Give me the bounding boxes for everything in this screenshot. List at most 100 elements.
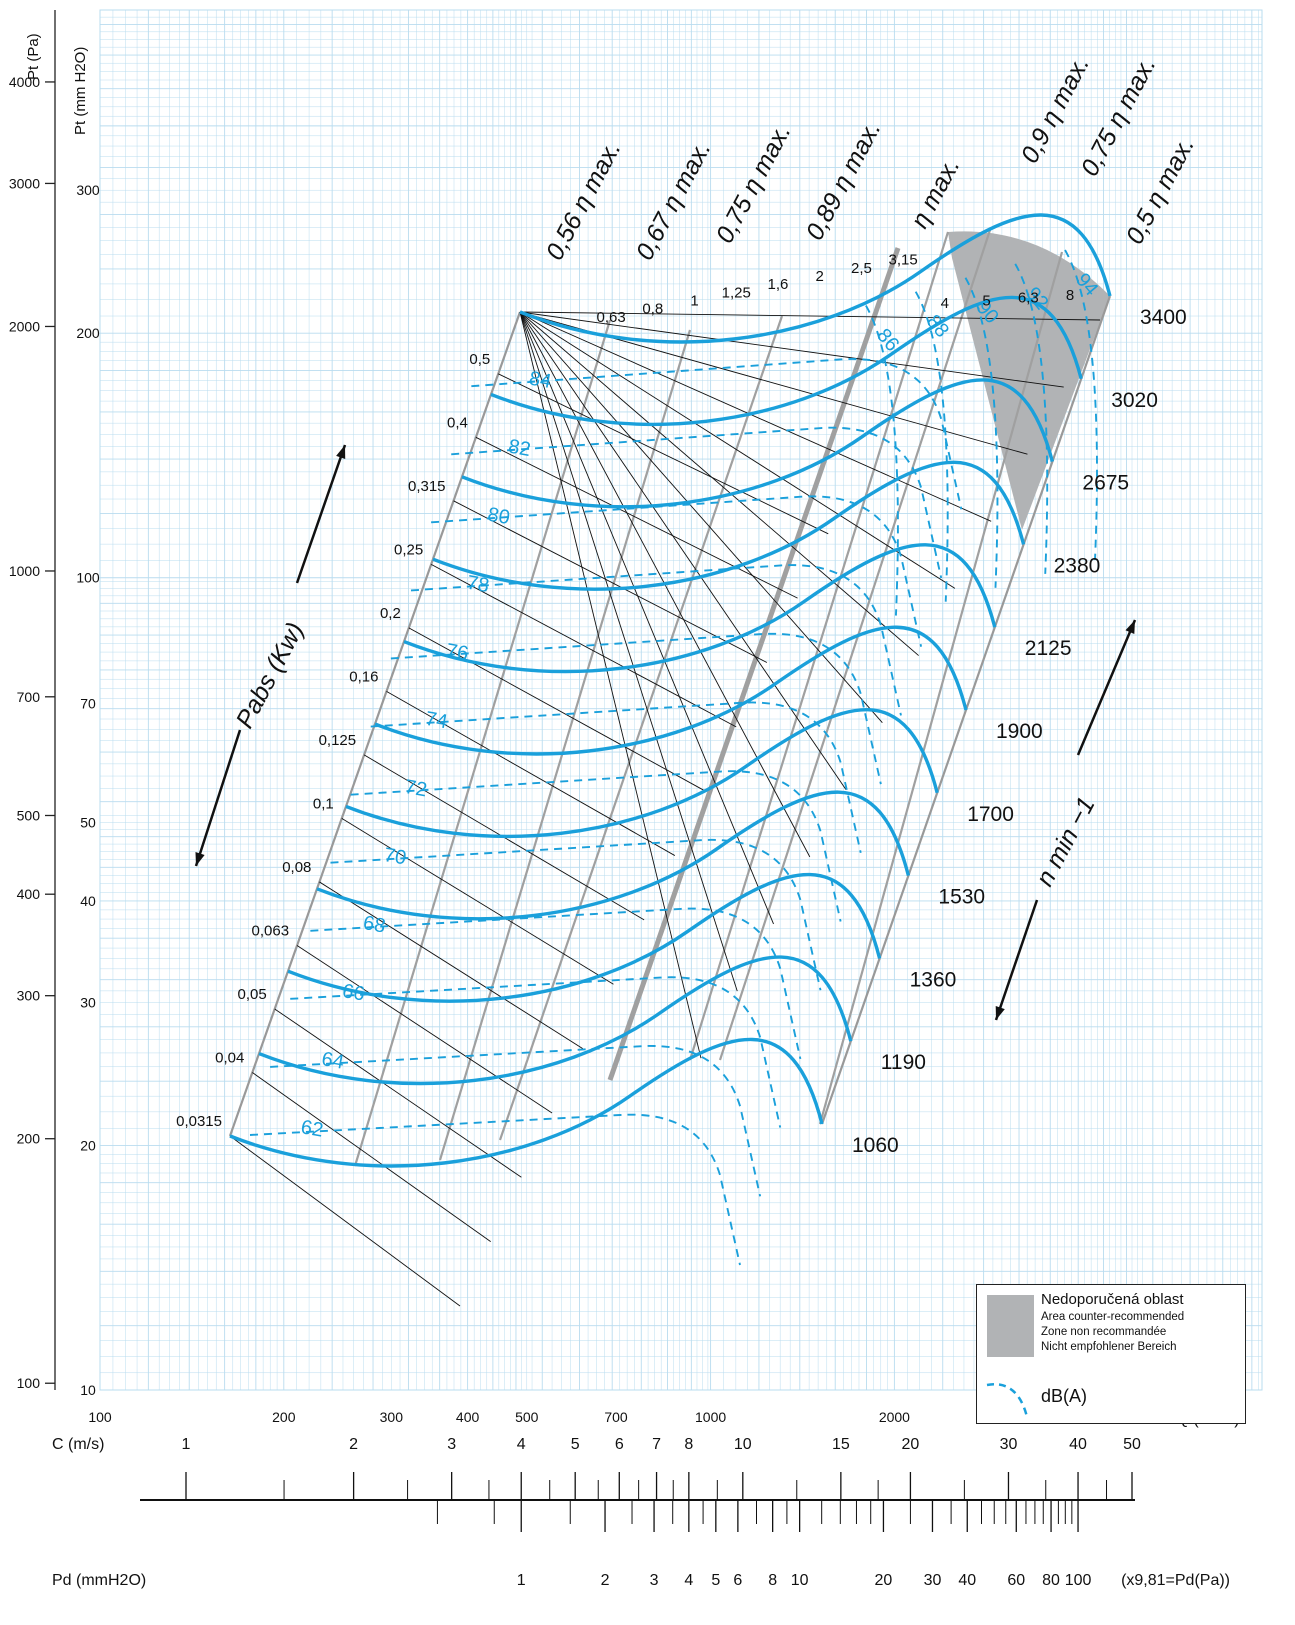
velocity-tick-label: 6 xyxy=(615,1436,624,1453)
power-label: 0,08 xyxy=(282,859,311,876)
dba-line xyxy=(431,495,923,647)
power-line xyxy=(519,311,702,1059)
velocity-tick-label: 5 xyxy=(571,1436,580,1453)
dba-line xyxy=(330,838,822,991)
pd-tick-label: 1 xyxy=(517,1572,526,1589)
power-line xyxy=(408,627,706,792)
speed-curve xyxy=(287,872,882,1003)
y-tick-label-pa: 2000 xyxy=(9,318,40,334)
dba-line xyxy=(964,277,999,588)
dba-label: 72 xyxy=(403,776,429,802)
dba-line xyxy=(865,305,899,616)
power-label: 0,2 xyxy=(380,605,401,622)
y-tick-label-pa: 1000 xyxy=(9,563,40,579)
dba-label: 78 xyxy=(465,572,491,598)
speed-curve xyxy=(229,1037,824,1168)
power-label: 3,15 xyxy=(889,252,918,269)
dba-line xyxy=(270,1045,762,1197)
speed-curve-label: 1190 xyxy=(881,1051,926,1074)
dba-line xyxy=(290,976,782,1128)
forbidden-area-swatch xyxy=(987,1295,1034,1357)
velocity-tick-label: 7 xyxy=(652,1436,661,1453)
power-label: 0,8 xyxy=(642,301,663,318)
dba-label: 70 xyxy=(382,844,408,870)
velocity-tick-label: 50 xyxy=(1123,1436,1141,1453)
power-label: 0,063 xyxy=(252,922,290,939)
y-tick-label-mm: 100 xyxy=(76,570,100,586)
speed-curve xyxy=(519,213,1112,344)
power-label: 1,25 xyxy=(722,284,751,301)
velocity-tick-label: 15 xyxy=(832,1436,850,1453)
velocity-tick-label: 40 xyxy=(1069,1436,1087,1453)
efficiency-line xyxy=(718,229,992,1061)
dba-line xyxy=(410,564,902,716)
y-tick-label-pa: 300 xyxy=(17,988,41,1004)
power-label: 8 xyxy=(1066,287,1074,304)
arrow-speed-down-head xyxy=(995,1006,1005,1020)
power-label: 1 xyxy=(690,292,698,309)
dba-dashed-sample xyxy=(986,1382,1029,1418)
speed-curve-label: 1530 xyxy=(938,886,985,909)
velocity-tick-label: 10 xyxy=(734,1436,752,1453)
power-label: 0,16 xyxy=(349,668,378,685)
pd-tick-label: 100 xyxy=(1065,1572,1092,1589)
legend-dba-label: dB(A) xyxy=(1041,1386,1088,1406)
x-tick-label: 2000 xyxy=(879,1409,910,1425)
y-tick-label-mm: 40 xyxy=(80,893,96,909)
dba-line xyxy=(914,291,949,602)
pd-tick-label: 30 xyxy=(924,1572,942,1589)
legend-line-fr: Zone non recommandée xyxy=(1041,1326,1167,1338)
pd-tick-label: 60 xyxy=(1007,1572,1025,1589)
speed-curve xyxy=(403,543,997,674)
pd-tick-label: 2 xyxy=(601,1572,610,1589)
speed-curve-label: 2125 xyxy=(1025,637,1072,660)
dba-line xyxy=(310,907,802,1060)
y-tick-label-pa: 400 xyxy=(17,886,41,902)
speed-curve xyxy=(490,295,1083,427)
speed-curve-label: 1060 xyxy=(852,1134,899,1157)
x-tick-label: 300 xyxy=(380,1409,404,1425)
power-label: 0,04 xyxy=(215,1049,244,1066)
y-tick-label-pa: 200 xyxy=(17,1131,41,1147)
power-label: 0,25 xyxy=(394,541,423,558)
dba-label: 82 xyxy=(507,436,533,462)
dba-label: 66 xyxy=(341,980,367,1006)
arrow-power-up-head xyxy=(336,445,346,459)
power-line xyxy=(252,1072,491,1243)
pd-tick-label: 40 xyxy=(958,1572,976,1589)
dba-line xyxy=(451,426,943,579)
power-label: 1,6 xyxy=(768,276,789,293)
pd-tick-label: 6 xyxy=(733,1572,742,1589)
dba-label: 68 xyxy=(361,912,387,938)
dba-line xyxy=(249,1113,741,1266)
y-tick-label-pa: 500 xyxy=(17,807,41,823)
y-tick-label-mm: 30 xyxy=(80,994,96,1010)
pd-tick-label: 5 xyxy=(711,1572,720,1589)
pd-tick-label: 8 xyxy=(768,1572,777,1589)
y-tick-label-pa: 700 xyxy=(17,689,41,705)
velocity-tick-label: 4 xyxy=(517,1436,526,1453)
power-label: 0,5 xyxy=(469,351,490,368)
speed-curve-label: 1360 xyxy=(910,968,957,991)
dba-label: 84 xyxy=(527,367,553,393)
power-label: 4 xyxy=(941,295,949,312)
power-line xyxy=(229,1135,461,1307)
pd-tick-label: 80 xyxy=(1042,1572,1060,1589)
pd-note: (x9,81=Pd(Pa)) xyxy=(1121,1572,1230,1589)
efficiency-line xyxy=(498,315,784,1141)
power-line xyxy=(274,1008,522,1178)
power-line xyxy=(519,311,956,589)
dba-label: 76 xyxy=(444,640,470,666)
power-line xyxy=(341,818,614,985)
dba-label: 64 xyxy=(320,1048,346,1074)
power-line xyxy=(519,311,992,522)
y-tick-label-pa: 3000 xyxy=(9,175,40,191)
pd-tick-label: 10 xyxy=(791,1572,809,1589)
pd-tick-label: 20 xyxy=(875,1572,893,1589)
arrow-speed-down xyxy=(994,899,1039,1021)
speed-curve xyxy=(258,955,853,1086)
arrow-speed-up-head xyxy=(1125,620,1135,634)
velocity-label: C (m/s) xyxy=(52,1436,104,1453)
